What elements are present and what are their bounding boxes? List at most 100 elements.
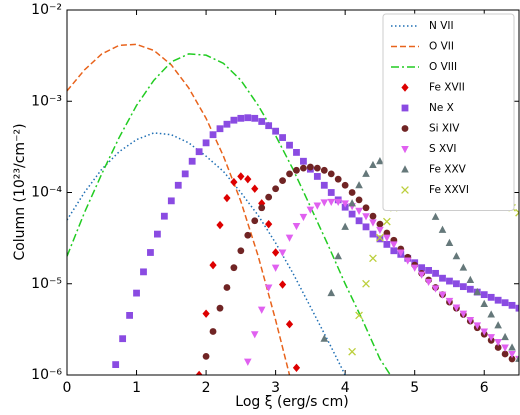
marker <box>362 223 370 231</box>
legend-label: Fe XVII <box>429 82 465 94</box>
marker <box>439 274 446 282</box>
marker <box>383 240 391 248</box>
marker <box>459 263 468 271</box>
marker <box>167 197 175 205</box>
x-tick-label: 5 <box>410 380 419 396</box>
marker <box>410 264 419 272</box>
marker <box>383 234 391 242</box>
marker <box>126 311 133 319</box>
marker <box>327 170 335 178</box>
marker <box>341 222 349 230</box>
marker <box>487 293 495 301</box>
marker <box>313 164 321 172</box>
marker <box>313 202 322 210</box>
marker <box>466 285 474 293</box>
marker <box>401 104 409 112</box>
marker <box>272 127 280 135</box>
marker <box>230 116 238 124</box>
marker <box>418 264 426 272</box>
marker <box>258 199 266 208</box>
marker <box>251 184 259 193</box>
marker <box>258 204 266 212</box>
marker <box>209 328 217 335</box>
marker <box>286 170 293 178</box>
marker <box>250 331 259 339</box>
marker <box>501 299 509 307</box>
marker <box>251 114 259 122</box>
legend-label: O VIII <box>429 61 457 73</box>
marker <box>293 166 300 174</box>
marker <box>244 114 252 122</box>
legend-label: N VII <box>429 20 454 32</box>
marker <box>320 181 328 189</box>
marker <box>362 213 370 221</box>
marker <box>508 343 516 351</box>
marker <box>188 157 196 165</box>
marker <box>341 200 349 208</box>
marker <box>459 310 468 318</box>
marker <box>272 185 280 193</box>
marker <box>278 280 287 289</box>
marker <box>508 355 516 363</box>
marker <box>390 247 398 255</box>
marker <box>369 160 377 169</box>
legend-label: Si XIV <box>429 123 460 135</box>
marker <box>369 219 377 227</box>
marker <box>209 131 217 139</box>
legend-label: O VII <box>429 41 454 53</box>
marker <box>383 217 391 226</box>
marker <box>244 174 252 184</box>
marker <box>438 225 447 233</box>
marker <box>401 125 409 132</box>
marker <box>453 280 460 288</box>
marker <box>362 169 370 177</box>
marker <box>494 338 502 347</box>
marker <box>195 370 203 375</box>
marker <box>376 235 384 243</box>
marker <box>369 212 377 220</box>
marker <box>271 264 280 272</box>
marker <box>355 196 363 204</box>
marker <box>292 222 301 231</box>
x-tick-label: 1 <box>132 380 141 396</box>
marker <box>209 260 217 270</box>
marker <box>230 264 238 272</box>
marker <box>515 354 519 362</box>
marker <box>480 328 489 336</box>
marker <box>293 149 300 156</box>
marker <box>334 252 342 260</box>
marker <box>466 275 475 283</box>
legend-label: Ne X <box>429 102 454 114</box>
marker <box>369 254 377 263</box>
series-line <box>67 53 391 375</box>
marker <box>306 163 314 171</box>
marker <box>286 141 293 149</box>
marker <box>237 172 245 181</box>
marker <box>445 238 454 246</box>
marker <box>300 164 307 172</box>
marker <box>401 165 409 173</box>
marker <box>376 233 384 242</box>
marker <box>237 247 245 255</box>
marker <box>112 361 120 369</box>
marker <box>341 181 349 189</box>
marker <box>445 297 454 306</box>
marker <box>140 268 147 276</box>
marker <box>272 248 280 257</box>
marker <box>355 311 363 320</box>
marker <box>424 278 433 287</box>
marker <box>396 249 405 257</box>
marker <box>285 234 294 242</box>
marker <box>348 189 356 196</box>
marker <box>432 269 439 277</box>
y-tick-label: 10⁻² <box>31 2 62 18</box>
marker <box>390 241 398 249</box>
legend-label: S XVI <box>429 143 456 155</box>
marker <box>202 309 210 318</box>
marker <box>334 175 342 183</box>
marker <box>160 212 168 220</box>
marker <box>313 173 321 180</box>
marker <box>355 217 363 225</box>
marker <box>216 304 224 312</box>
